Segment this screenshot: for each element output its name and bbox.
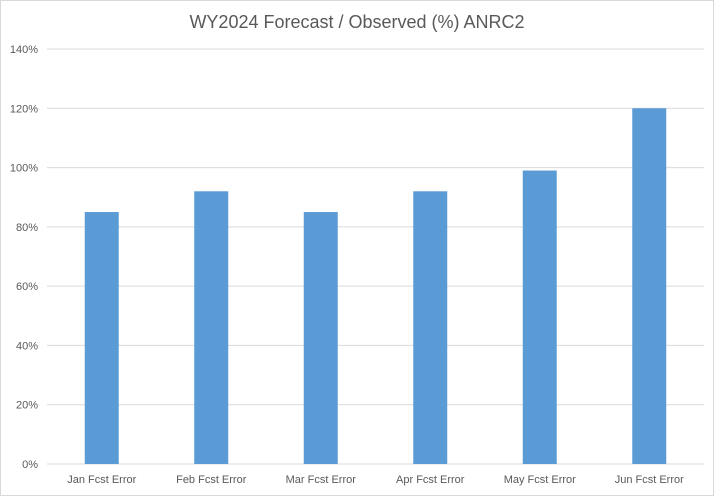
bar-jun-fcst-error: [632, 108, 667, 465]
y-axis-ticks: 0% 20% 40% 60% 80% 100% 120% 140%: [10, 44, 38, 471]
y-tick-label: 20%: [16, 400, 38, 412]
bar-jan-fcst-error: [84, 212, 119, 464]
y-tick-label: 40%: [16, 340, 38, 352]
y-tick-label: 0%: [22, 459, 38, 471]
y-tick-label: 120%: [10, 103, 38, 115]
bar-apr-fcst-error: [413, 191, 448, 465]
x-tick-label: Jun Fcst Error: [615, 474, 684, 486]
x-tick-label: May Fcst Error: [504, 474, 576, 486]
x-tick-label: Jan Fcst Error: [67, 474, 136, 486]
y-tick-label: 140%: [10, 44, 38, 56]
y-tick-label: 100%: [10, 163, 38, 175]
bar-mar-fcst-error: [303, 212, 338, 464]
x-tick-label: Feb Fcst Error: [176, 474, 247, 486]
y-tick-label: 60%: [16, 281, 38, 293]
bar-may-fcst-error: [522, 170, 557, 465]
y-tick-label: 80%: [16, 222, 38, 234]
gridlines: [47, 48, 704, 465]
x-axis-ticks: Jan Fcst Error Feb Fcst Error Mar Fcst Err…: [67, 474, 684, 486]
chart-title: WY2024 Forecast / Observed (%) ANRC2: [189, 12, 524, 32]
bar-feb-fcst-error: [194, 191, 229, 465]
x-tick-label: Apr Fcst Error: [396, 474, 465, 486]
x-tick-label: Mar Fcst Error: [286, 474, 357, 486]
bars: [84, 108, 667, 465]
